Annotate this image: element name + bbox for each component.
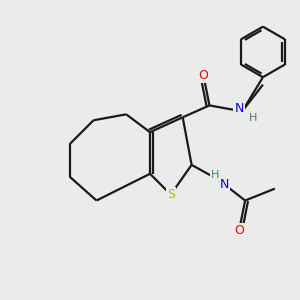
Text: N: N <box>220 178 229 191</box>
Text: N: N <box>235 102 244 115</box>
Text: H: H <box>211 170 220 180</box>
Text: O: O <box>199 69 208 82</box>
Text: O: O <box>234 224 244 237</box>
Text: S: S <box>167 188 175 201</box>
Text: H: H <box>249 113 258 123</box>
